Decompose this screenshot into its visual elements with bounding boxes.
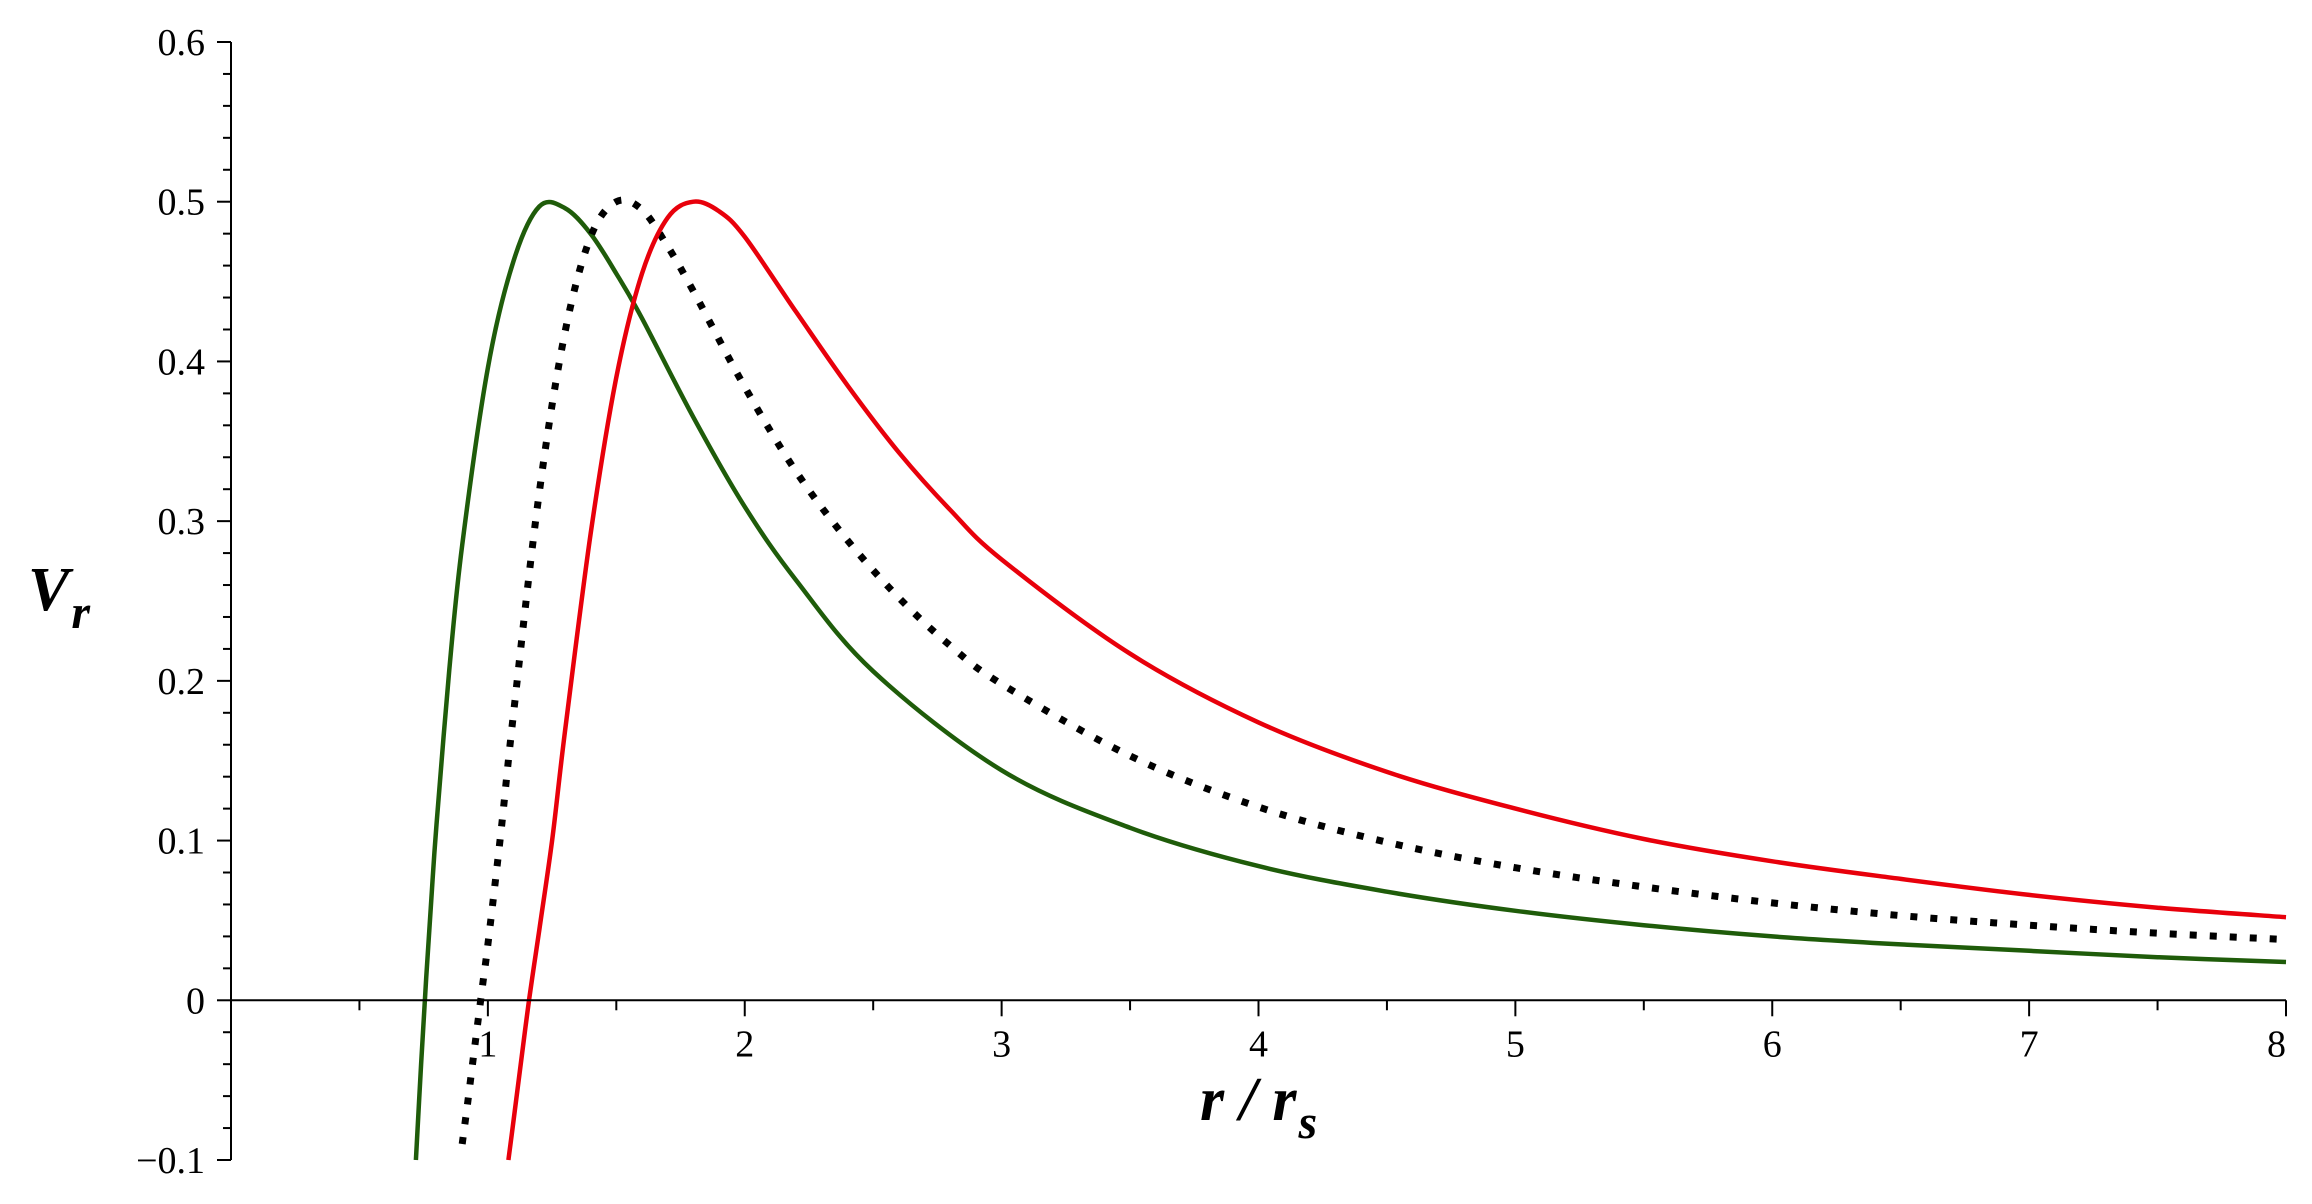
- x-tick-label: 2: [735, 1023, 754, 1065]
- series-layer: [413, 196, 2287, 1161]
- x-tick-label: 5: [1506, 1023, 1525, 1065]
- y-tick-label: 0.6: [158, 22, 206, 64]
- y-tick-label: −0.1: [136, 1140, 205, 1182]
- y-tick-label: 0.5: [158, 182, 206, 224]
- x-tick-label: 8: [2267, 1023, 2286, 1065]
- y-tick-label: 0.1: [158, 821, 206, 863]
- series-line-2: [458, 196, 2287, 1145]
- y-tick-label: 0: [186, 980, 205, 1022]
- y-tick-label: 0.4: [158, 341, 206, 383]
- series-line-1: [413, 199, 2287, 1161]
- x-tick-label: 3: [992, 1023, 1011, 1065]
- x-tick-label: 4: [1249, 1023, 1268, 1065]
- axes-layer: [217, 41, 2287, 1161]
- series-line-3: [506, 199, 2287, 1161]
- y-tick-label: 0.3: [158, 501, 206, 543]
- x-axis-title: r / rs: [1200, 1066, 1317, 1149]
- y-axis-title: Vr: [28, 556, 91, 639]
- x-tick-label: 7: [2020, 1023, 2039, 1065]
- y-tick-label: 0.2: [158, 661, 206, 703]
- labels-layer: −0.1 0 0.1 0.2 0.3 0.4 0.5 0.6 1 2 3 4 5 6 7 8: [136, 22, 2286, 1182]
- x-tick-label: 1: [478, 1023, 497, 1065]
- x-tick-label: 6: [1763, 1023, 1782, 1065]
